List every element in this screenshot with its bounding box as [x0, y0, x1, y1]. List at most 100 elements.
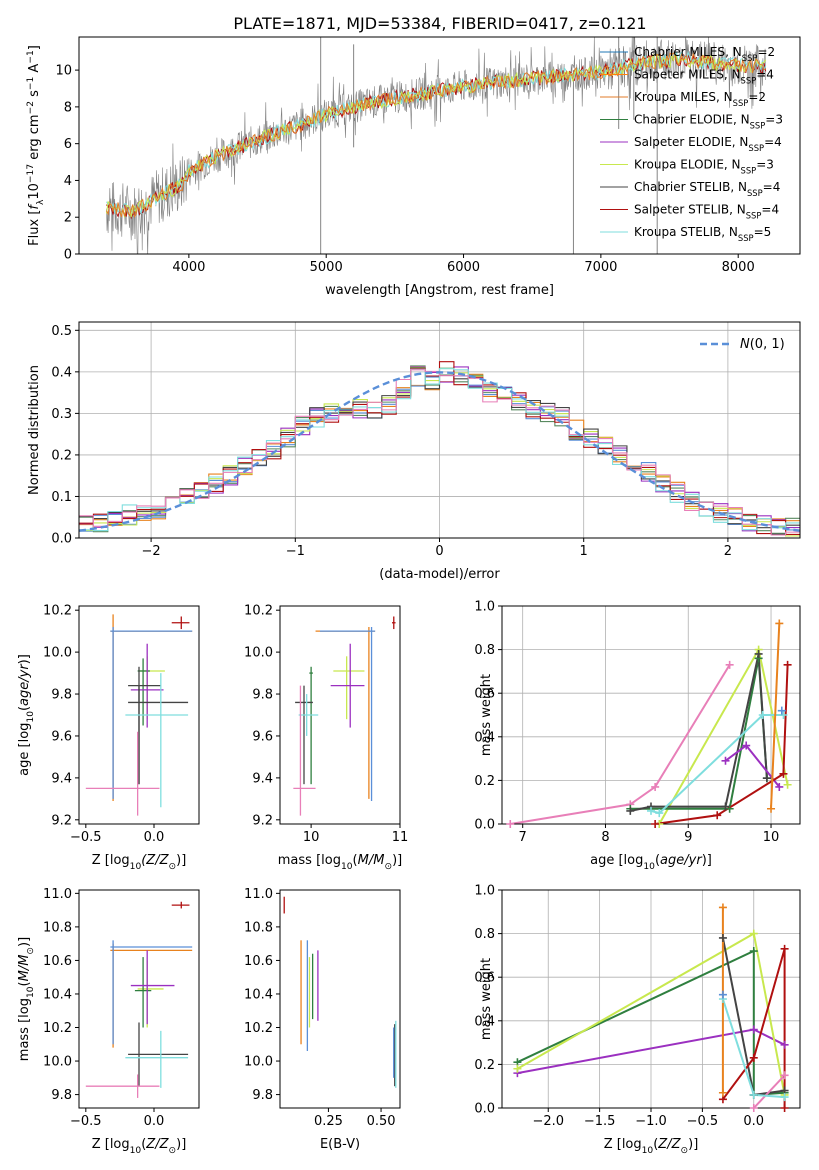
panel-weight_vs_Z: −2.0 −1.5 −1.0 −0.5 0.0 0.0 0.2 0.4 0.6 0.8 1.0 Z […	[474, 884, 801, 1156]
x-tick-label: 11	[392, 830, 409, 845]
weight-marker	[721, 802, 730, 811]
x-axis-label: wavelength [Angstrom, rest frame]	[325, 283, 554, 298]
axes-frame	[78, 889, 200, 1109]
weight-marker	[513, 1064, 522, 1073]
plot-area	[106, 37, 767, 254]
weight-marker	[721, 756, 730, 765]
y-tick-label: 0.2	[474, 1058, 495, 1073]
x-tick-label: −0.5	[70, 830, 102, 845]
weight-marker	[780, 1093, 789, 1102]
weight-marker	[749, 947, 758, 956]
y-tick-label: 10.2	[244, 604, 273, 619]
y-tick-label: 0	[64, 248, 72, 263]
x-tick-label: 0.0	[743, 1114, 764, 1129]
weight-marker	[780, 1104, 789, 1112]
x-tick-label: −0.5	[70, 1114, 102, 1129]
axes-frame	[279, 889, 401, 1109]
y-tick-label: 10.6	[43, 954, 72, 969]
weight-marker	[777, 706, 786, 715]
weight-marker	[749, 1053, 758, 1062]
x-tick-label: 8000	[722, 260, 755, 275]
weight-marker	[767, 804, 776, 813]
y-tick-label: 0.0	[51, 532, 72, 547]
x-axis-label: Z [log10(Z/Z⊙)]	[604, 1137, 699, 1156]
panel-age_vs_Z: −0.5 0.0 9.2 9.4 9.6 9.8 10.0 10.2 Z [log10(Z/Z⊙…	[17, 604, 200, 872]
panel-age_vs_mass: 10 11 9.2 9.4 9.6 9.8 10.0 10.2 mass [log10(M/M⊙…	[244, 604, 408, 872]
weight-marker	[718, 990, 727, 999]
x-tick-label: 0.25	[314, 1114, 343, 1129]
y-tick-label: 0.4	[474, 1014, 495, 1029]
x-tick-label: 0	[435, 544, 443, 559]
weight-marker	[783, 780, 792, 789]
residual-histogram	[79, 369, 800, 536]
legend-label: Chabrier MILES, NSSP=2	[634, 45, 775, 63]
weight-marker	[775, 619, 784, 628]
x-axis-label: E(B-V)	[320, 1137, 360, 1152]
weight-marker	[783, 660, 792, 669]
y-tick-label: 0.4	[474, 730, 495, 745]
y-tick-label: 0.2	[51, 448, 72, 463]
y-tick-label: 10.6	[244, 954, 273, 969]
x-tick-label: 0.0	[144, 1114, 165, 1129]
y-tick-label: 11.0	[244, 887, 273, 902]
weight-marker	[713, 811, 722, 820]
y-tick-label: 9.6	[252, 729, 273, 744]
x-tick-label: 9	[684, 830, 692, 845]
weight-series-line	[630, 653, 768, 812]
x-axis-label: (data-model)/error	[379, 567, 500, 582]
plot-area	[283, 896, 397, 1088]
weight-series-line	[654, 664, 789, 824]
y-axis-label: age [log10(age/yr)]	[17, 654, 36, 776]
weight-series-line	[722, 948, 786, 1108]
weight-marker	[742, 741, 751, 750]
weight-marker	[779, 711, 788, 719]
weight-series-line	[510, 664, 731, 824]
x-tick-label: 0.50	[367, 1114, 396, 1129]
y-axis-label: Normed distribution	[27, 365, 42, 495]
x-tick-label: 2	[724, 544, 732, 559]
legend-label: Kroupa ELODIE, NSSP=3	[634, 158, 774, 176]
weight-marker	[780, 1071, 789, 1080]
weight-marker	[749, 929, 758, 938]
y-tick-label: 10.2	[244, 1021, 273, 1036]
weight-marker	[718, 903, 727, 912]
y-axis-label: mass weight	[479, 674, 494, 756]
x-tick-label: 10	[303, 830, 320, 845]
y-tick-label: 9.8	[252, 688, 273, 703]
y-tick-label: 10	[55, 64, 72, 79]
x-axis-label: age [log10(age/yr)]	[590, 853, 712, 872]
weight-series-line	[770, 623, 781, 809]
legend-label: N(0, 1)	[740, 337, 785, 352]
plot-area	[510, 623, 789, 824]
panel-mass_vs_EBV: 0.25 0.50 9.8 10.0 10.2 10.4 10.6 10.8 11.0 E(B-V…	[244, 887, 401, 1152]
y-tick-label: 9.2	[252, 813, 273, 828]
axes-frame	[78, 605, 200, 825]
y-tick-label: 6	[64, 137, 72, 152]
legend-label: Salpeter MILES, NSSP=4	[634, 68, 774, 86]
y-tick-label: 10.8	[43, 920, 72, 935]
x-tick-label: 10	[763, 830, 780, 845]
weight-marker	[758, 711, 767, 719]
plot-area	[85, 614, 193, 816]
weight-marker	[780, 944, 789, 953]
weight-marker	[749, 1025, 758, 1034]
legend-label: Salpeter STELIB, NSSP=4	[634, 203, 779, 221]
y-tick-label: 10.2	[43, 604, 72, 619]
y-tick-label: 0.6	[474, 687, 495, 702]
x-tick-label: −2	[142, 544, 161, 559]
weight-series-line	[630, 658, 768, 810]
normal-curve	[79, 371, 800, 532]
y-tick-label: 10.0	[43, 1055, 72, 1070]
weight-marker	[779, 769, 788, 778]
weight-marker	[506, 820, 515, 828]
plot-area	[79, 361, 800, 537]
residual-histogram	[79, 368, 800, 532]
y-tick-label: 10.4	[43, 987, 72, 1002]
y-tick-label: 9.8	[252, 1088, 273, 1103]
y-tick-label: 9.2	[51, 813, 72, 828]
weight-marker	[780, 1040, 789, 1049]
y-axis-label: mass weight	[479, 958, 494, 1040]
y-tick-label: 0.2	[474, 774, 495, 789]
y-tick-label: 0.4	[51, 365, 72, 380]
